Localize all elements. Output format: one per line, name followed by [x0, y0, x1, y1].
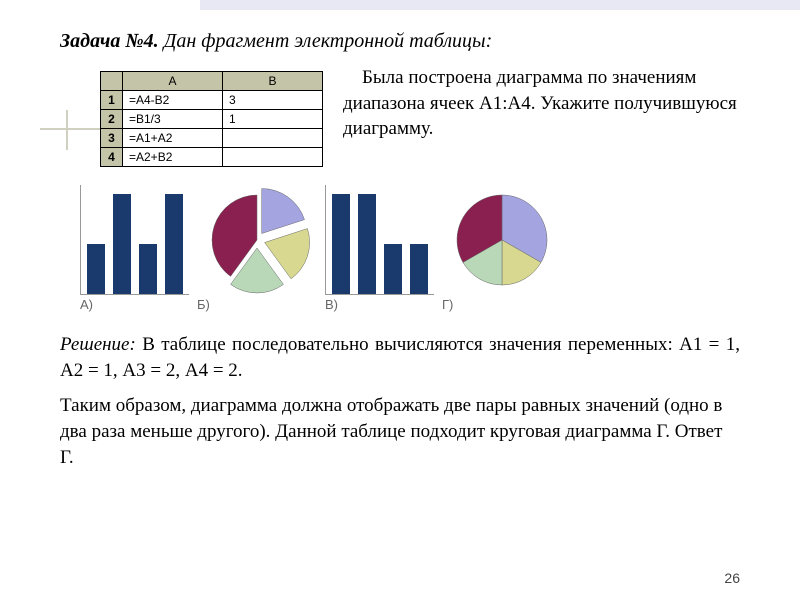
- table-row: 4 =A2+B2: [101, 148, 323, 167]
- top-band: [200, 0, 800, 10]
- question-text: Была построена диаграмма по значениям ди…: [343, 65, 740, 167]
- corner-cell: [101, 72, 123, 91]
- charts-row: А) Б) В) Г): [80, 185, 740, 312]
- bar-chart-c: [325, 185, 434, 295]
- page-number: 26: [724, 570, 740, 586]
- upper-row: A B 1 =A4-B2 3 2 =B1/3 1 3 =A1+A2 4 =A2+…: [60, 65, 740, 167]
- chart-b: Б): [197, 185, 317, 312]
- row-header: 2: [101, 110, 123, 129]
- col-header-a: A: [123, 72, 223, 91]
- task-number: Задача №4.: [60, 30, 159, 52]
- chart-label: А): [80, 297, 189, 312]
- bar: [165, 194, 183, 294]
- solution-text: Решение: В таблице последовательно вычис…: [60, 332, 740, 383]
- chart-c: В): [325, 185, 434, 312]
- table-row: 3 =A1+A2: [101, 129, 323, 148]
- cell: 3: [223, 91, 323, 110]
- bar: [410, 244, 428, 294]
- cell: [223, 148, 323, 167]
- cell: =A4-B2: [123, 91, 223, 110]
- bar: [87, 244, 105, 294]
- task-title: Задача №4. Дан фрагмент электронной табл…: [60, 30, 740, 53]
- chart-label: Б): [197, 297, 317, 312]
- table-row: 2 =B1/3 1: [101, 110, 323, 129]
- cell: =A2+B2: [123, 148, 223, 167]
- pie-chart-b: [197, 185, 317, 295]
- chart-label: В): [325, 297, 434, 312]
- col-header-b: B: [223, 72, 323, 91]
- table-row: 1 =A4-B2 3: [101, 91, 323, 110]
- row-header: 1: [101, 91, 123, 110]
- cell: [223, 129, 323, 148]
- spreadsheet-table: A B 1 =A4-B2 3 2 =B1/3 1 3 =A1+A2 4 =A2+…: [100, 71, 323, 167]
- bar: [332, 194, 350, 294]
- solution-label: Решение:: [60, 334, 136, 355]
- chart-a: А): [80, 185, 189, 312]
- solution-body: В таблице последовательно вычисляются зн…: [60, 334, 740, 381]
- chart-d: Г): [442, 185, 562, 312]
- slide-content: Задача №4. Дан фрагмент электронной табл…: [60, 30, 740, 470]
- cell: =A1+A2: [123, 129, 223, 148]
- chart-label: Г): [442, 297, 562, 312]
- bar: [358, 194, 376, 294]
- bar: [139, 244, 157, 294]
- bar: [113, 194, 131, 294]
- task-rest: Дан фрагмент электронной таблицы:: [159, 30, 493, 52]
- cell: =B1/3: [123, 110, 223, 129]
- bar-chart-a: [80, 185, 189, 295]
- row-header: 4: [101, 148, 123, 167]
- pie-slice: [262, 189, 305, 234]
- conclusion-text: Таким образом, диаграмма должна отобража…: [60, 393, 740, 470]
- cell: 1: [223, 110, 323, 129]
- bar: [384, 244, 402, 294]
- pie-chart-d: [442, 185, 562, 295]
- row-header: 3: [101, 129, 123, 148]
